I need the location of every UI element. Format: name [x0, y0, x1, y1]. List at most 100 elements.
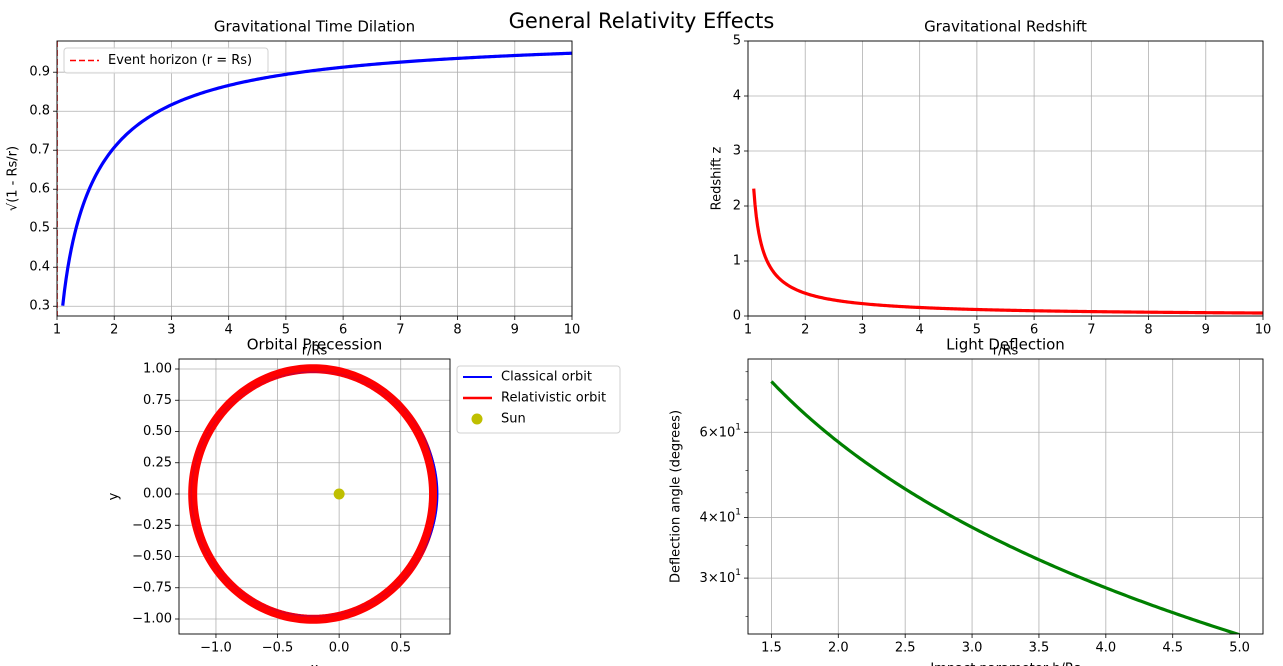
sun-marker — [333, 488, 345, 500]
axes-title: Orbital Precession — [247, 336, 382, 354]
x-tick-label: 3.5 — [1029, 641, 1050, 656]
y-axis-label: √(1 - Rs/r) — [6, 146, 21, 211]
y-tick-label: 0.6 — [29, 182, 50, 197]
x-tick-label: 3 — [167, 323, 175, 338]
y-tick-label: 4 — [733, 89, 741, 104]
legend-label-event-horizon: Event horizon (r = Rs) — [108, 53, 252, 68]
figure-suptitle: General Relativity Effects — [508, 9, 775, 33]
x-tick-label: 2 — [110, 323, 118, 338]
y-tick-label: 3 — [733, 144, 741, 159]
panel-time-dilation: 1 2 3 4 5 6 7 8 9 10 0.3 0.4 0.5 0.6 0.7 0.8 0.9 Gravitat… — [6, 18, 581, 359]
axes-title: Gravitational Redshift — [924, 18, 1087, 36]
x-axis-label: Impact parameter b/Rs — [930, 662, 1081, 666]
x-tick-label: −1.0 — [200, 641, 232, 656]
axes-frame — [747, 358, 1264, 635]
y-tick-label: 0.5 — [29, 221, 50, 236]
x-tick-label: 5 — [282, 323, 290, 338]
y-tick-label: 0.3 — [29, 299, 50, 314]
ticks: 1 2 3 4 5 6 7 8 9 10 0.3 0.4 0.5 0.6 0.7 0.8 0.9 — [29, 65, 580, 338]
ticks: 1.5 2.0 2.5 3.0 3.5 4.0 4.5 5.0 3×101 4×101 6×101 — [700, 371, 1250, 656]
plot-area — [57, 41, 572, 316]
grid — [747, 40, 1264, 317]
x-tick-label: 1 — [53, 323, 61, 338]
axes-frame — [56, 40, 573, 317]
x-tick-label: 3 — [858, 323, 866, 338]
x-tick-label: 2 — [801, 323, 809, 338]
y-tick-label: 0 — [733, 309, 741, 324]
y-tick-label: 0.00 — [143, 487, 172, 502]
legend-label-sun: Sun — [501, 412, 526, 427]
axes-title: Gravitational Time Dilation — [214, 18, 415, 36]
panel-orbital-precession: −1.0 −0.5 0.0 0.5 −1.00 −0.75 −0.50 −0.25 0.00 0.… — [107, 336, 621, 666]
legend-swatch-sun — [471, 413, 483, 425]
axes-frame — [178, 358, 451, 635]
x-tick-label: 9 — [1202, 323, 1210, 338]
x-tick-label: 5.0 — [1229, 641, 1250, 656]
y-tick-label: 0.25 — [143, 455, 172, 470]
series-line-redshift — [752, 188, 1263, 315]
x-axis-label: r/Rs — [302, 344, 328, 359]
legend: Classical orbit Relativistic orbit Sun — [456, 365, 621, 434]
y-tick-label: −0.50 — [132, 549, 172, 564]
x-tick-label: 2.0 — [828, 641, 849, 656]
grid — [179, 359, 450, 634]
y-tick-label: 2 — [733, 199, 741, 214]
y-tick-label: 4×101 — [700, 507, 741, 525]
y-tick-label: 3×101 — [700, 568, 741, 586]
plot-area — [752, 188, 1263, 315]
y-tick-label: −0.75 — [132, 580, 172, 595]
legend-box — [456, 365, 621, 434]
axes-title: Light Deflection — [946, 336, 1065, 354]
series-line-time-dilation — [61, 51, 572, 306]
panel-light-deflection: 1.5 2.0 2.5 3.0 3.5 4.0 4.5 5.0 3×101 4×101 6×101 L… — [669, 336, 1264, 666]
x-axis-label: x — [311, 662, 319, 666]
x-tick-label: 6 — [339, 323, 347, 338]
y-axis-label: Redshift z — [710, 146, 725, 210]
x-tick-label: 1 — [744, 323, 752, 338]
legend-label-relativistic-orbit: Relativistic orbit — [501, 391, 606, 406]
x-tick-label: 6 — [1030, 323, 1038, 338]
ticks: −1.0 −0.5 0.0 0.5 −1.00 −0.75 −0.50 −0.25 0.00 0.… — [132, 362, 411, 656]
x-tick-label: 1.5 — [761, 641, 782, 656]
y-tick-label: 0.8 — [29, 104, 50, 119]
y-axis-label: y — [107, 492, 122, 500]
y-tick-label: −1.00 — [132, 612, 172, 627]
y-tick-label: 0.4 — [29, 260, 50, 275]
x-tick-label: 4.0 — [1095, 641, 1116, 656]
series-line-light-deflection — [770, 380, 1241, 634]
x-tick-label: 4 — [916, 323, 924, 338]
x-tick-label: 2.5 — [895, 641, 916, 656]
x-tick-label: 5 — [973, 323, 981, 338]
y-tick-label: 1 — [733, 254, 741, 269]
x-tick-label: 3.0 — [962, 641, 983, 656]
x-axis-label: r/Rs — [993, 344, 1019, 359]
legend-label-classical-orbit: Classical orbit — [501, 370, 592, 385]
legend-box — [63, 47, 269, 74]
x-tick-label: 9 — [511, 323, 519, 338]
y-tick-label: 0.50 — [143, 424, 172, 439]
axes-frame — [747, 40, 1264, 317]
legend: Event horizon (r = Rs) — [63, 47, 269, 74]
x-tick-label: 4 — [225, 323, 233, 338]
y-tick-label: 0.7 — [29, 143, 50, 158]
x-tick-label: 7 — [396, 323, 404, 338]
y-tick-label: 1.00 — [143, 362, 172, 377]
grid — [56, 41, 573, 316]
y-tick-label: 6×101 — [700, 422, 741, 440]
y-axis-label: Deflection angle (degrees) — [669, 410, 684, 583]
x-tick-label: 10 — [564, 323, 581, 338]
x-tick-label: 10 — [1255, 323, 1272, 338]
x-tick-label: 0.5 — [390, 641, 411, 656]
plot-area — [770, 380, 1241, 634]
x-tick-label: −0.5 — [262, 641, 294, 656]
plot-area — [188, 364, 439, 624]
y-tick-label: −0.25 — [132, 518, 172, 533]
x-tick-label: 8 — [453, 323, 461, 338]
series-line-relativistic-orbit-overlay — [189, 365, 438, 623]
y-tick-label: 5 — [733, 34, 741, 49]
grid — [748, 359, 1263, 634]
x-tick-label: 0.0 — [329, 641, 350, 656]
x-tick-label: 7 — [1087, 323, 1095, 338]
